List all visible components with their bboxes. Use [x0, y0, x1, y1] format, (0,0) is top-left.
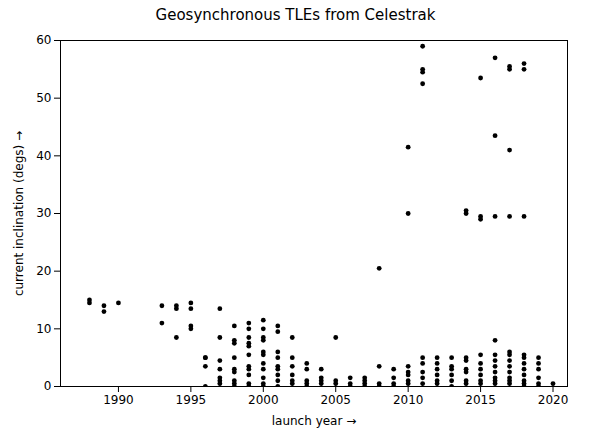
svg-text:60: 60 [36, 33, 51, 47]
svg-text:40: 40 [36, 149, 51, 163]
svg-text:2015: 2015 [465, 393, 496, 407]
svg-text:launch year →: launch year → [272, 414, 357, 428]
svg-text:1995: 1995 [176, 393, 207, 407]
svg-text:current inclination (degs) →: current inclination (degs) → [12, 131, 26, 296]
svg-text:50: 50 [36, 91, 51, 105]
svg-text:2005: 2005 [320, 393, 351, 407]
svg-text:2000: 2000 [248, 393, 279, 407]
svg-text:1990: 1990 [103, 393, 134, 407]
svg-text:0: 0 [44, 379, 52, 393]
svg-text:2010: 2010 [393, 393, 424, 407]
svg-text:10: 10 [36, 322, 51, 336]
svg-text:20: 20 [36, 264, 51, 278]
svg-text:30: 30 [36, 206, 51, 220]
svg-text:2020: 2020 [538, 393, 569, 407]
html-text:Geosynchronous TLEs from Celes: Geosynchronous TLEs from Celestrak [155, 6, 436, 24]
